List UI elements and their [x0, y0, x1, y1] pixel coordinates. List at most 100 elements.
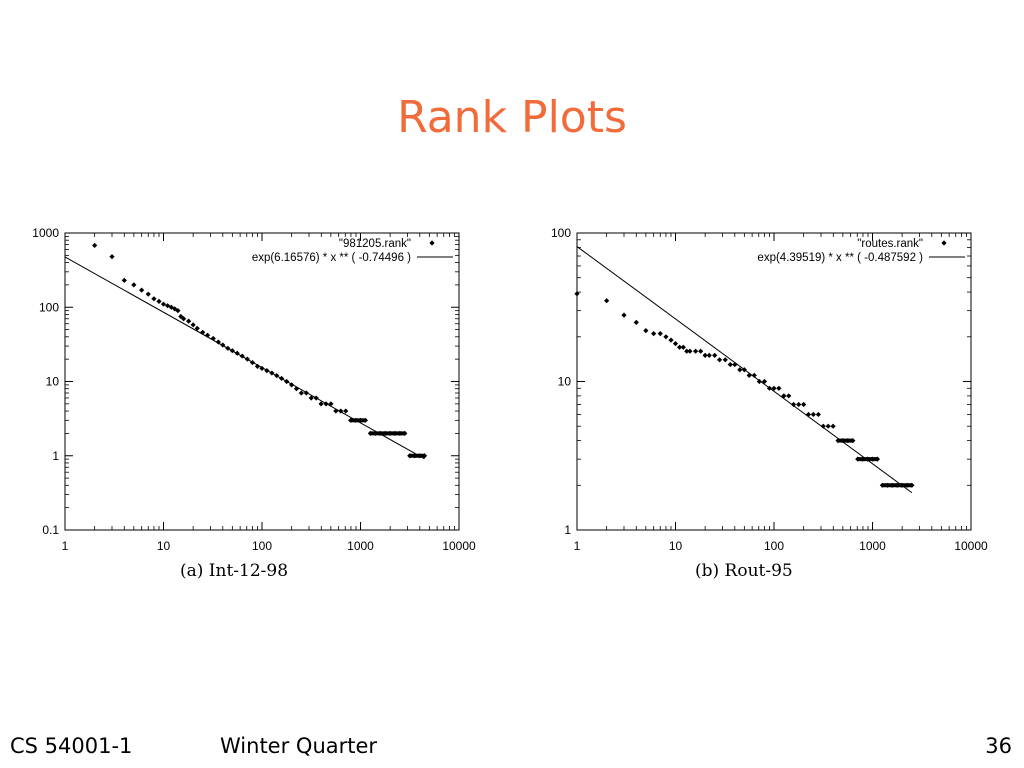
- data-point: [92, 242, 98, 249]
- y-tick-label: 1: [564, 523, 571, 537]
- data-point: [805, 411, 812, 418]
- x-tick-label: 1: [574, 539, 581, 553]
- legend-points-marker: [941, 240, 947, 246]
- data-point: [244, 356, 250, 362]
- data-point: [333, 408, 339, 414]
- y-tick-label: 10: [46, 375, 60, 389]
- data-point: [131, 282, 137, 288]
- data-point: [313, 395, 319, 401]
- data-point: [181, 316, 187, 322]
- data-point: [343, 408, 349, 414]
- fit-line: [64, 256, 425, 460]
- data-point: [830, 423, 836, 429]
- x-tick-label: 100: [764, 539, 784, 553]
- x-tick-label: 1000: [859, 539, 886, 553]
- data-point: [303, 390, 309, 396]
- data-point: [168, 304, 174, 310]
- data-point: [200, 329, 206, 335]
- data-point: [651, 331, 657, 337]
- data-point: [716, 357, 723, 363]
- data-point: [109, 254, 115, 260]
- slide-title: Rank Plots: [397, 92, 627, 143]
- data-point: [693, 348, 699, 354]
- minor-ticks: [577, 233, 971, 530]
- data-point: [121, 277, 127, 283]
- y-tick-label: 1000: [32, 226, 59, 240]
- data-points: [574, 291, 915, 488]
- data-point: [756, 378, 762, 385]
- footer-quarter: Winter Quarter: [220, 734, 378, 758]
- data-point: [289, 382, 295, 388]
- legend-fit-label: exp(4.39519) * x ** ( -0.487592 ): [757, 252, 923, 264]
- legend-points-marker: [429, 240, 435, 246]
- y-tick-label: 1: [52, 449, 59, 463]
- data-point: [298, 390, 304, 396]
- data-point: [680, 344, 686, 350]
- x-tick-label: 10000: [954, 539, 988, 553]
- legend-fit-label: exp(6.16576) * x ** ( -0.74496 ): [252, 252, 411, 264]
- data-point: [643, 328, 649, 334]
- data-point: [668, 337, 674, 343]
- data-point: [139, 287, 145, 293]
- data-point: [761, 378, 768, 385]
- data-point: [249, 359, 256, 366]
- data-point: [815, 411, 821, 418]
- data-point: [722, 357, 728, 363]
- y-tick-label: 100: [39, 300, 59, 314]
- x-tick-label: 100: [252, 539, 272, 553]
- data-point: [229, 348, 235, 354]
- data-point: [145, 291, 151, 297]
- data-point: [164, 303, 171, 309]
- y-tick-label: 10: [558, 375, 572, 389]
- data-point: [771, 385, 777, 391]
- data-point: [210, 335, 216, 342]
- x-tick-label: 1: [62, 539, 69, 553]
- data-point: [796, 401, 802, 408]
- legend-points-label: "981205.rank": [339, 238, 411, 250]
- data-point: [269, 370, 275, 376]
- data-point: [776, 385, 782, 391]
- data-point: [284, 378, 290, 385]
- footer-course-code: CS 54001-1: [10, 734, 133, 758]
- data-point: [706, 352, 712, 358]
- data-point: [338, 408, 344, 414]
- data-point: [293, 386, 300, 392]
- data-point: [687, 348, 693, 354]
- data-point: [225, 345, 231, 351]
- data-point: [190, 322, 196, 328]
- y-tick-label: 0.1: [42, 523, 59, 537]
- data-point: [790, 401, 797, 408]
- data-point: [657, 331, 663, 337]
- data-point: [156, 298, 162, 304]
- data-point: [712, 352, 718, 358]
- footer-page-number: 36: [985, 734, 1012, 758]
- data-point: [698, 348, 704, 354]
- data-point: [801, 401, 807, 408]
- data-point: [621, 312, 627, 318]
- data-point: [274, 373, 280, 379]
- rank-plot-a-svg: 1 10 100 1000 100000.11101001000"981205.rank…: [32, 226, 476, 553]
- data-point: [727, 361, 733, 368]
- data-point: [746, 372, 752, 378]
- data-point: [732, 361, 738, 368]
- rank-plot-a: 1 10 100 1000 10000 0.1 1 10 100 1000 "981205.rank…: [20, 215, 490, 590]
- plot-b-caption: (b) Rout-95: [695, 561, 793, 581]
- x-tick-label: 10: [669, 539, 683, 553]
- data-point: [259, 365, 265, 372]
- data-point: [633, 319, 639, 326]
- minor-ticks: [65, 233, 459, 530]
- data-point: [151, 296, 157, 302]
- data-point: [909, 482, 915, 488]
- data-point: [604, 298, 610, 304]
- data-point: [825, 423, 831, 429]
- x-tick-label: 10: [157, 539, 171, 553]
- data-point: [278, 375, 285, 382]
- data-point: [172, 306, 178, 312]
- data-point: [663, 334, 669, 340]
- y-tick-label: 100: [551, 226, 571, 240]
- rank-plot-b: 1 10 100 1000 10000 1 10 100 "routes.rank" exp(4.…: [532, 215, 1002, 590]
- data-point: [737, 367, 743, 373]
- plot-frame: [64, 232, 460, 531]
- x-tick-label: 10000: [442, 539, 476, 553]
- data-point: [820, 423, 826, 429]
